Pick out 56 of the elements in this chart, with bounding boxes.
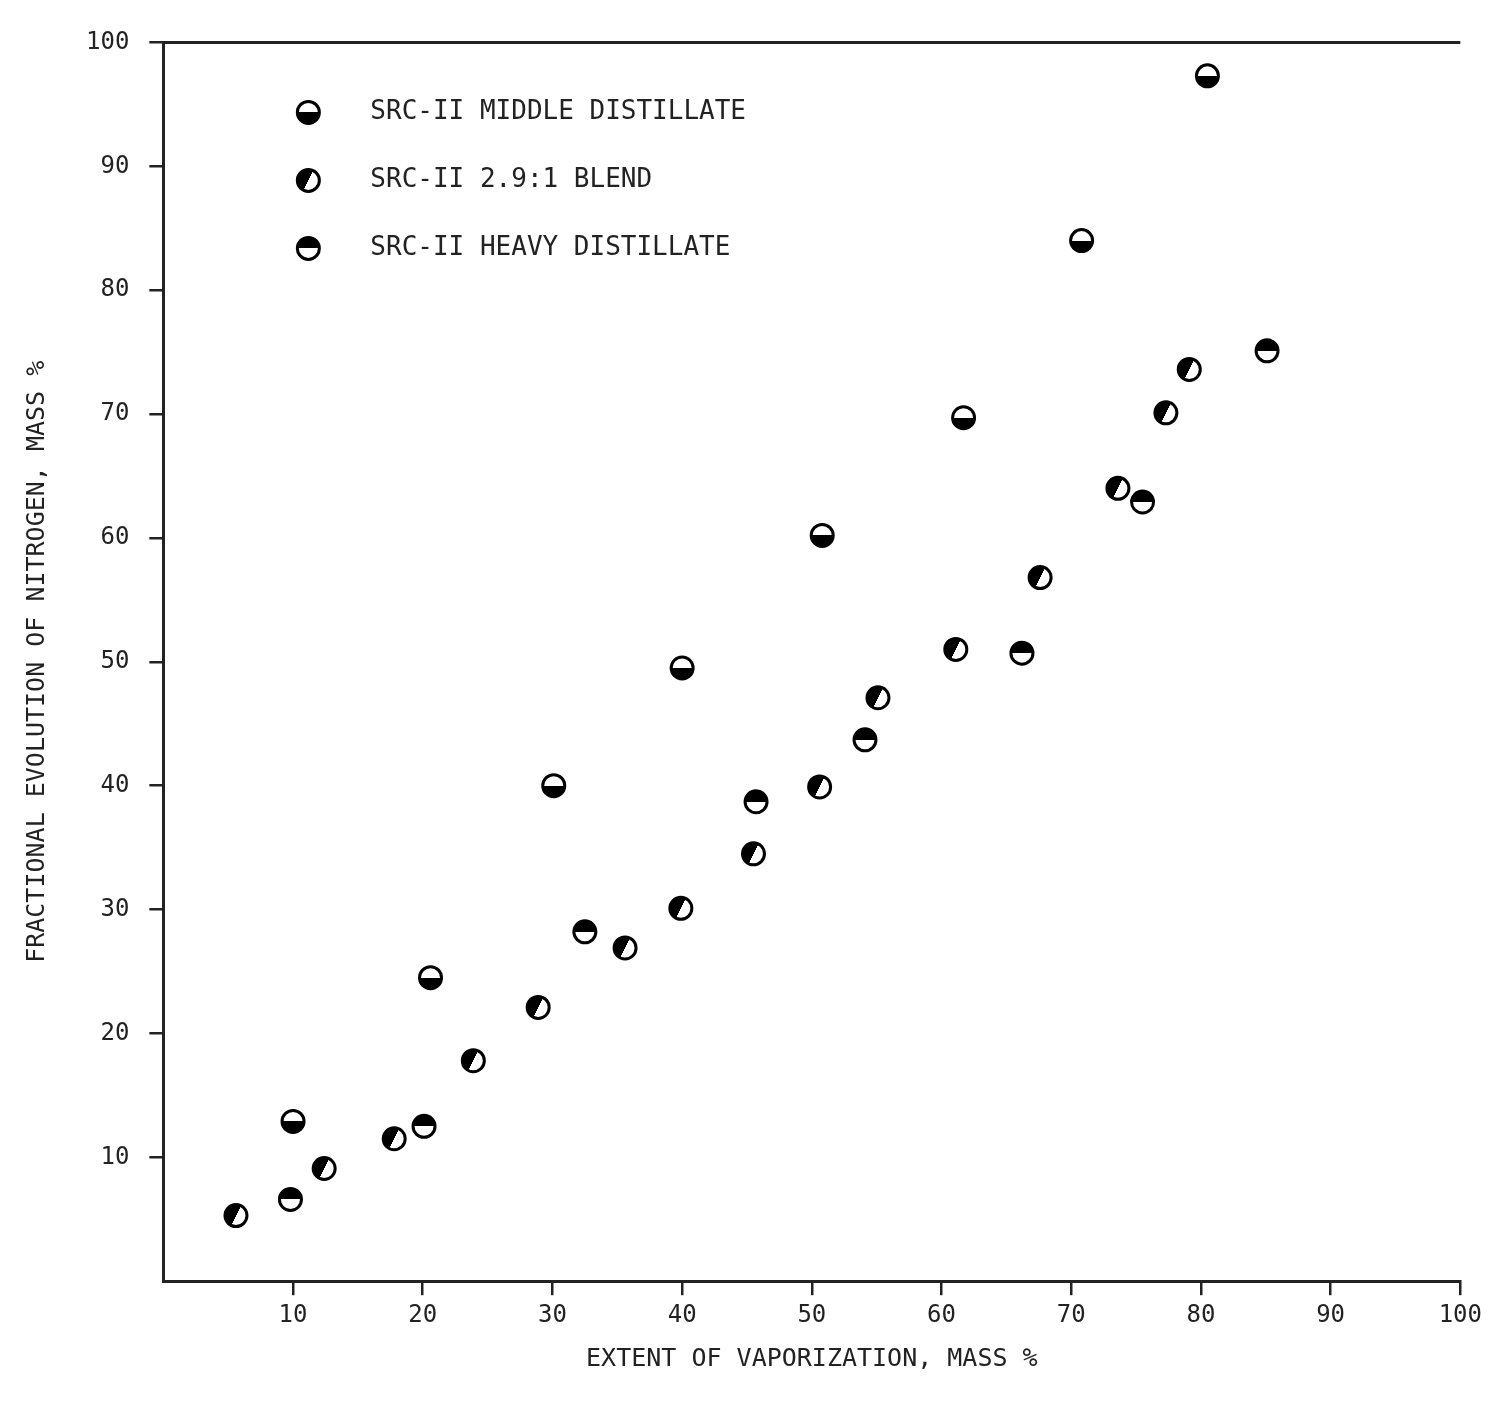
x-tick-label: 30: [537, 1299, 567, 1328]
point: [277, 1186, 303, 1212]
point: [1105, 475, 1131, 501]
point: [311, 1155, 337, 1181]
point: [1194, 63, 1220, 89]
point: [807, 774, 833, 800]
point: [865, 685, 891, 711]
legend-label: SRC-II HEAVY DISTILLATE: [370, 231, 731, 262]
y-tick-label: 40: [100, 769, 130, 798]
point: [668, 895, 694, 921]
y-tick-label: 10: [100, 1141, 130, 1170]
y-tick-label: 50: [100, 646, 130, 675]
point: [280, 1108, 306, 1134]
point: [1176, 356, 1202, 382]
legend-label: SRC-II MIDDLE DISTILLATE: [370, 95, 747, 126]
legend-label: SRC-II 2.9:1 BLEND: [370, 163, 653, 194]
x-tick-label: 60: [927, 1299, 956, 1328]
x-axis-title: EXTENT OF VAPORIZATION, MASS %: [586, 1342, 1038, 1372]
point: [525, 994, 551, 1020]
x-tick-label: 20: [408, 1299, 438, 1328]
x-tick-label: 40: [667, 1299, 697, 1328]
point: [460, 1048, 486, 1074]
y-tick-label: 30: [100, 893, 130, 922]
point: [1130, 489, 1156, 515]
point: [223, 1203, 249, 1229]
point: [411, 1113, 437, 1139]
y-tick-label: 80: [100, 274, 130, 303]
point: [951, 405, 977, 431]
point: [418, 965, 444, 991]
y-tick-label: 100: [85, 26, 130, 55]
y-tick-label: 20: [100, 1017, 130, 1046]
point: [1027, 565, 1053, 591]
point: [669, 655, 695, 681]
point: [612, 935, 638, 961]
y-tick-label: 70: [100, 398, 130, 427]
point: [852, 727, 878, 753]
y-tick-label: 60: [100, 522, 130, 551]
x-tick-label: 50: [797, 1299, 827, 1328]
point: [1009, 640, 1035, 666]
point: [1254, 338, 1280, 364]
point: [381, 1126, 407, 1152]
point: [740, 841, 766, 867]
point: [541, 773, 567, 799]
x-tick-label: 100: [1438, 1299, 1483, 1328]
point: [1069, 228, 1095, 254]
x-tick-label: 70: [1056, 1299, 1086, 1328]
point: [809, 522, 835, 548]
point: [943, 636, 969, 662]
y-tick-label: 90: [100, 150, 130, 179]
y-axis-title: FRACTIONAL EVOLUTION OF NITROGEN, MASS %: [20, 360, 50, 963]
point: [572, 919, 598, 945]
x-tick-label: 80: [1186, 1299, 1216, 1328]
x-tick-label: 10: [278, 1299, 308, 1328]
x-tick-label: 90: [1316, 1299, 1346, 1328]
point: [743, 789, 769, 815]
point: [1153, 400, 1179, 426]
